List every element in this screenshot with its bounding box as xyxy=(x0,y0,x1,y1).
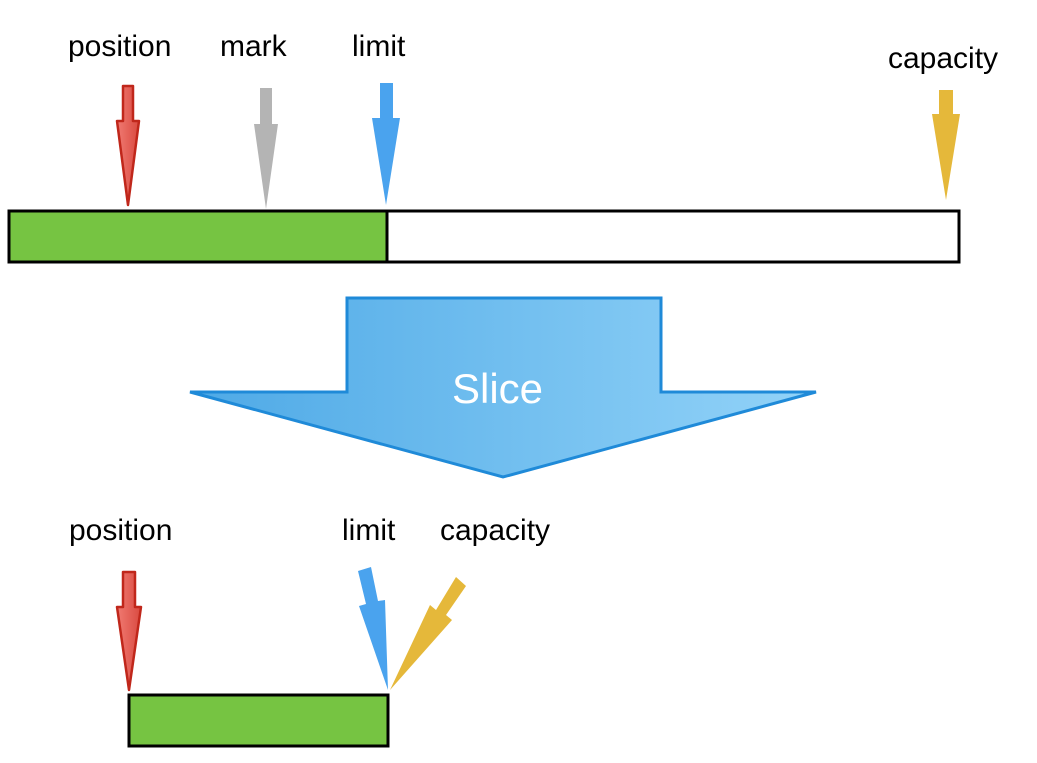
top-label-mark: mark xyxy=(220,30,287,63)
bottom-limit-arrow xyxy=(358,567,388,690)
bottom-label-limit: limit xyxy=(342,514,396,547)
top-capacity-arrow xyxy=(932,90,960,200)
top-label-limit: limit xyxy=(352,30,406,63)
bottom-capacity-arrow xyxy=(390,577,466,690)
bottom-label-capacity: capacity xyxy=(440,514,551,547)
slice-transform-arrow xyxy=(189,296,817,479)
bottom-label-position: position xyxy=(69,514,173,547)
bottom-buffer-filled-region xyxy=(127,693,390,748)
top-position-arrow xyxy=(115,84,141,207)
top-limit-arrow xyxy=(372,83,400,205)
top-buffer-filled-region xyxy=(7,209,389,264)
top-label-position: position xyxy=(68,30,172,63)
top-label-capacity: capacity xyxy=(888,42,999,75)
top-mark-arrow xyxy=(254,88,278,209)
slice-label: Slice xyxy=(452,365,544,412)
bottom-position-arrow xyxy=(115,570,143,692)
